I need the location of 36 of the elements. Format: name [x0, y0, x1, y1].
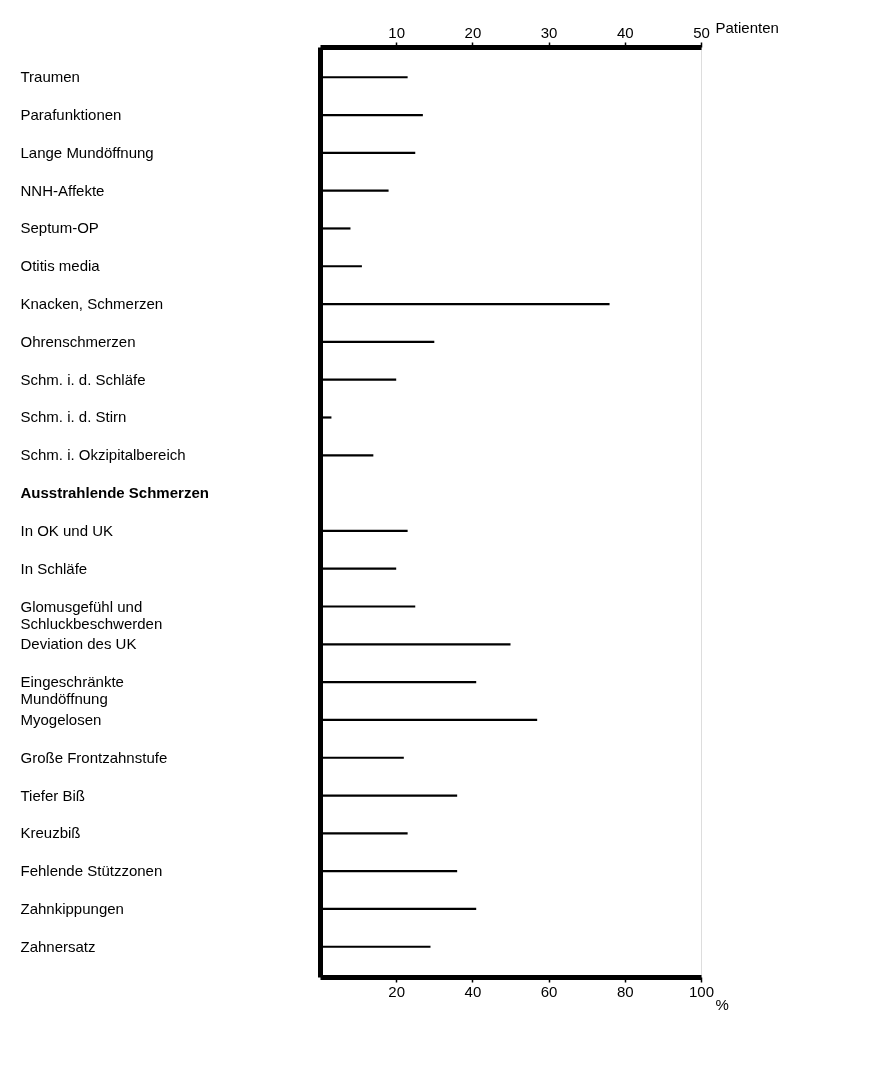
y-tick-label: Traumen — [20, 68, 80, 86]
y-tick-label: NNH-Affekte — [20, 181, 105, 199]
y-tick-label: Ausstrahlende Schmerzen — [20, 484, 209, 502]
x2-tick-label: 50 — [693, 23, 710, 41]
x2-axis-title: Patienten — [715, 18, 779, 36]
x-tick-label: 20 — [388, 982, 406, 1000]
x2-tick-label: 40 — [616, 23, 634, 41]
y-tick-label: Tiefer Biß — [20, 786, 85, 804]
y-tick-label: Knacken, Schmerzen — [20, 295, 164, 313]
y-tick-label: Lange Mundöffnung — [20, 143, 154, 161]
y-tick-label: In Schläfe — [20, 559, 88, 577]
x-tick-label: 80 — [616, 982, 634, 1000]
x2-tick-label: 20 — [464, 23, 482, 41]
y-tick-label: Ohrenschmerzen — [20, 332, 136, 350]
x-tick-label: 60 — [540, 982, 558, 1000]
y-tick-label: Otitis media — [20, 257, 101, 275]
y-tick-label: Große Frontzahnstufe — [20, 748, 168, 766]
y-tick-label: Schm. i. d. Stirn — [20, 408, 127, 426]
y-tick-label: Schm. i. Okzipitalbereich — [20, 446, 186, 464]
y-tick-label: Eingeschränkte Mundöffnung — [20, 673, 124, 708]
x2-tick-label: 10 — [388, 23, 406, 41]
x2-tick-label: 30 — [540, 23, 558, 41]
x-tick-label: 100 — [688, 982, 715, 1000]
y-tick-label: Glomusgefühl und Schluckbeschwerden — [20, 597, 163, 632]
y-tick-label: Schm. i. d. Schläfe — [20, 370, 146, 388]
x-tick-label: 40 — [464, 982, 482, 1000]
y-tick-label: Fehlende Stützzonen — [20, 862, 163, 880]
y-tick-label: Parafunktionen — [20, 106, 122, 124]
y-tick-label: Myogelosen — [20, 710, 102, 728]
y-tick-label: Deviation des UK — [20, 635, 137, 653]
y-tick-label: Zahnkippungen — [20, 899, 124, 917]
x-axis-title: % — [715, 995, 729, 1013]
y-tick-label: Kreuzbiß — [20, 824, 81, 842]
y-tick-label: Zahnersatz — [20, 937, 96, 955]
y-tick-label: Septum-OP — [20, 219, 99, 237]
y-tick-label: In OK und UK — [20, 521, 114, 539]
